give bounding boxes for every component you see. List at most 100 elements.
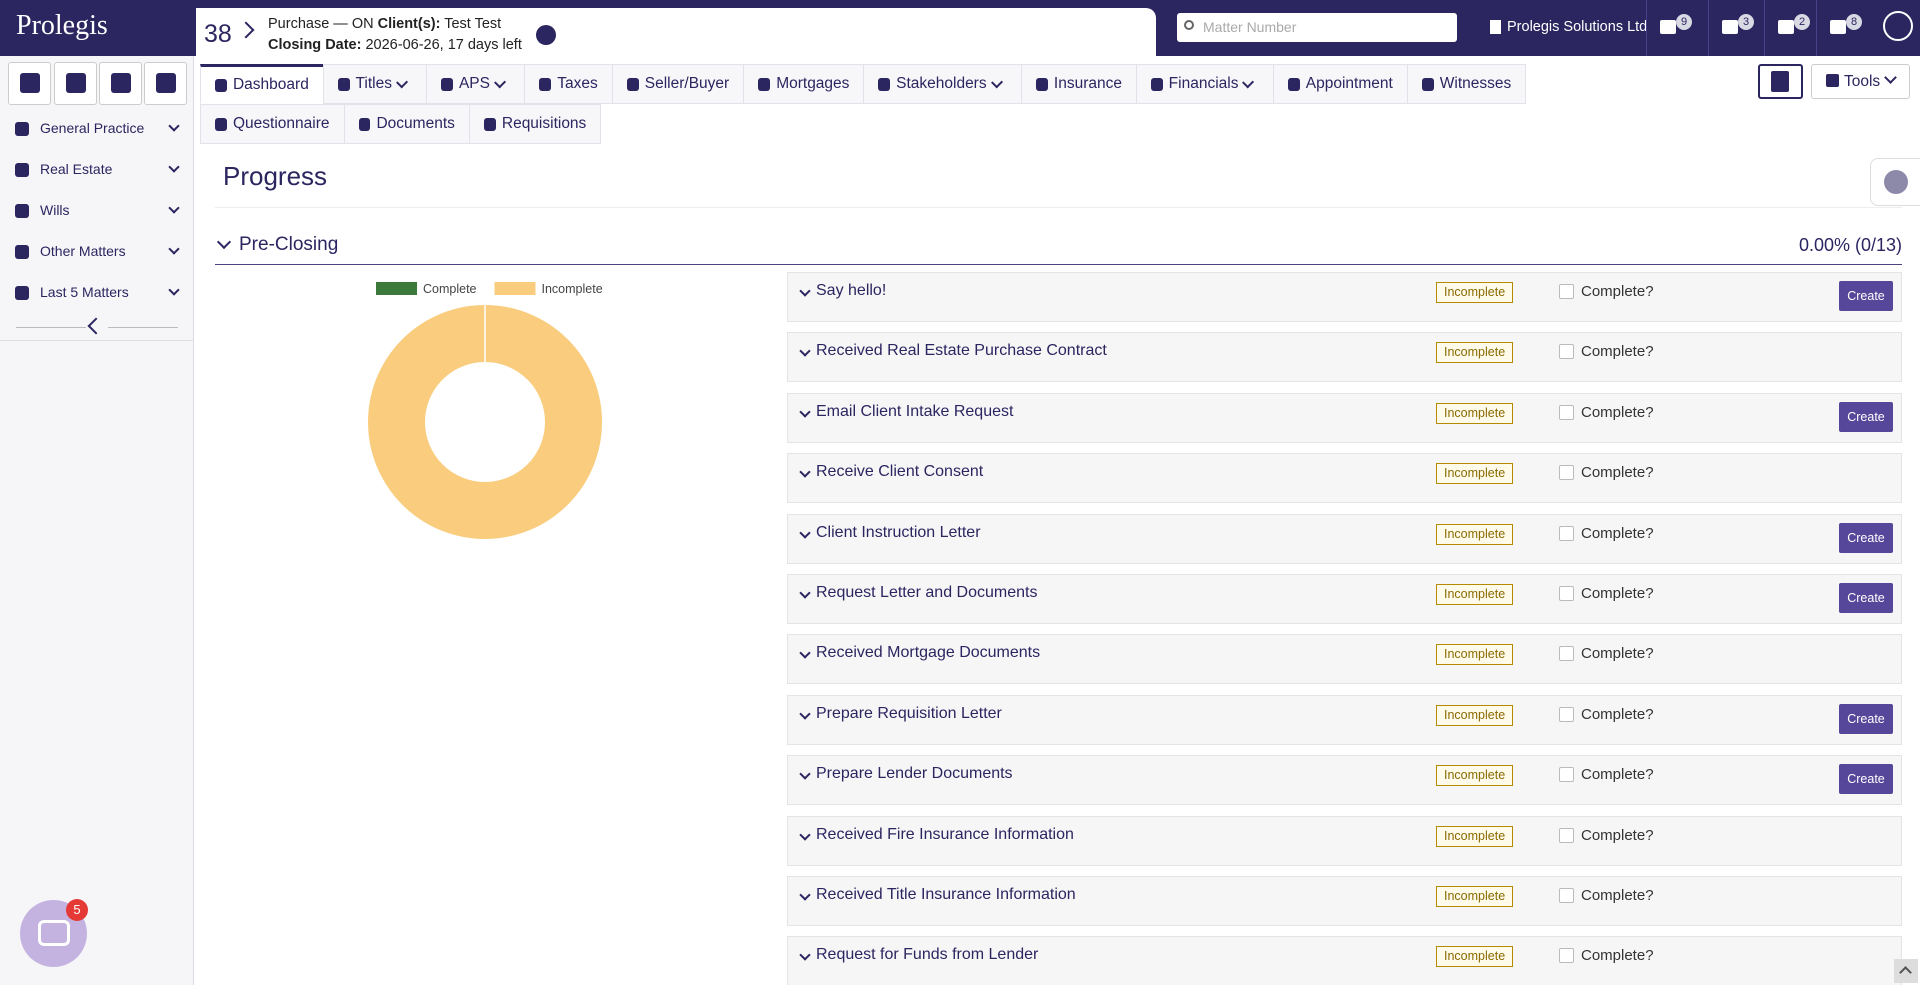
task-title[interactable]: Request for Funds from Lender: [816, 946, 1039, 964]
task-title[interactable]: Prepare Requisition Letter: [816, 704, 1002, 722]
tab[interactable]: Appointment: [1272, 64, 1408, 104]
tab[interactable]: Stakeholders: [863, 64, 1022, 104]
task-row: Prepare Requisition Letter Incomplete Comp…: [787, 694, 1902, 745]
sidebar-item[interactable]: General Practice: [40, 120, 145, 136]
task-checkbox[interactable]: [1559, 706, 1574, 722]
task-caret[interactable]: [799, 949, 811, 962]
task-title[interactable]: Client Instruction Letter: [816, 523, 981, 541]
task-caret[interactable]: [799, 285, 811, 297]
task-status: Incomplete: [1436, 644, 1514, 666]
task-check-label: Complete?: [1581, 403, 1654, 421]
tab[interactable]: Witnesses: [1406, 64, 1527, 104]
matter-type: Purchase — ON: [268, 16, 374, 32]
task-title[interactable]: Received Real Estate Purchase Contract: [816, 342, 1107, 360]
tab-label: Requisitions: [501, 115, 587, 132]
header-badge: 8: [1846, 14, 1862, 30]
quick-action[interactable]: [8, 62, 51, 105]
tab[interactable]: Taxes: [524, 64, 613, 104]
doc-button[interactable]: [1758, 64, 1803, 99]
tab[interactable]: Requisitions: [468, 104, 602, 144]
task-title[interactable]: Receive Client Consent: [816, 463, 984, 481]
task-caret[interactable]: [799, 587, 811, 599]
task-caret[interactable]: [799, 708, 811, 720]
tab-icon: [1150, 77, 1163, 91]
task-caret[interactable]: [799, 526, 811, 539]
task-checkbox[interactable]: [1559, 465, 1574, 481]
tab[interactable]: Financials: [1135, 64, 1274, 104]
task-title[interactable]: Say hello!: [816, 282, 887, 299]
sidebar-rule: [0, 340, 194, 341]
scroll-top[interactable]: [1894, 959, 1918, 983]
create-button[interactable]: Create: [1839, 703, 1893, 734]
section-progress: 0.00% (0/13): [1798, 235, 1902, 255]
task-caret[interactable]: [799, 889, 811, 901]
task-status: Incomplete: [1436, 282, 1514, 303]
section-caret[interactable]: [216, 234, 232, 250]
task-checkbox[interactable]: [1559, 767, 1574, 783]
task-title[interactable]: Email Client Intake Request: [816, 402, 1014, 420]
sidebar-item[interactable]: Other Matters: [40, 243, 126, 259]
task-checkbox[interactable]: [1559, 948, 1574, 964]
create-button[interactable]: Create: [1839, 583, 1893, 613]
header-icon[interactable]: [1778, 20, 1794, 34]
task-checkbox[interactable]: [1559, 646, 1574, 662]
task-row: Received Title Insurance Information Inco…: [787, 876, 1902, 926]
task-checkbox[interactable]: [1559, 827, 1574, 843]
tools-button[interactable]: Tools: [1811, 64, 1910, 99]
task-caret[interactable]: [799, 345, 811, 358]
matter-line: Purchase — ON Client(s): Test Test: [268, 16, 501, 32]
task-check-label: Complete?: [1581, 705, 1654, 723]
doc-button-icon: [1771, 71, 1789, 92]
quick-action-icon: [66, 73, 86, 93]
matter-card: [196, 8, 1156, 58]
tab[interactable]: Documents: [343, 104, 470, 144]
header-icon[interactable]: [1830, 20, 1846, 34]
task-checkbox[interactable]: [1559, 586, 1574, 601]
chat-icon: [38, 920, 70, 946]
task-checkbox[interactable]: [1559, 404, 1574, 420]
create-button[interactable]: Create: [1839, 522, 1893, 553]
tab-caret: [494, 75, 507, 89]
task-caret[interactable]: [799, 406, 811, 418]
task-title[interactable]: Received Title Insurance Information: [816, 886, 1076, 903]
tab-caret: [1242, 75, 1255, 89]
task-title[interactable]: Prepare Lender Documents: [816, 765, 1013, 783]
info-icon[interactable]: [536, 25, 556, 45]
task-title[interactable]: Received Mortgage Documents: [816, 644, 1041, 662]
sidebar-item[interactable]: Last 5 Matters: [40, 284, 129, 300]
create-button[interactable]: Create: [1839, 401, 1893, 432]
tab[interactable]: Dashboard: [200, 64, 324, 104]
avatar[interactable]: [1883, 11, 1913, 41]
header-icon[interactable]: [1660, 20, 1676, 34]
tab[interactable]: Mortgages: [743, 64, 865, 104]
task-caret[interactable]: [799, 768, 811, 780]
tab[interactable]: APS: [426, 64, 526, 104]
header-divider: [1764, 0, 1765, 56]
task-checkbox[interactable]: [1559, 284, 1574, 299]
task-title[interactable]: Received Fire Insurance Information: [816, 825, 1074, 843]
tab[interactable]: Questionnaire: [200, 104, 345, 144]
task-checkbox[interactable]: [1559, 525, 1574, 541]
section-title: Pre-Closing: [239, 234, 339, 255]
task-caret[interactable]: [799, 828, 811, 841]
quick-action-icon: [111, 73, 131, 93]
sidebar-item[interactable]: Real Estate: [40, 161, 113, 177]
search-box[interactable]: Matter Number: [1177, 13, 1457, 42]
chat-badge: 5: [66, 899, 88, 921]
create-button[interactable]: Create: [1839, 764, 1893, 795]
tab[interactable]: Titles: [322, 64, 428, 104]
task-caret[interactable]: [799, 647, 811, 660]
tab[interactable]: Insurance: [1020, 64, 1137, 104]
tab-icon: [1035, 77, 1048, 91]
task-checkbox[interactable]: [1559, 888, 1574, 903]
header-icon[interactable]: [1722, 20, 1738, 34]
task-row: Request Letter and Documents Incomplete Co…: [787, 574, 1902, 624]
create-button[interactable]: Create: [1839, 281, 1893, 311]
sidebar-item[interactable]: Wills: [40, 202, 70, 218]
tab[interactable]: Seller/Buyer: [611, 64, 745, 104]
task-status: Incomplete: [1436, 402, 1514, 424]
task-checkbox[interactable]: [1559, 344, 1574, 360]
task-caret[interactable]: [799, 466, 811, 478]
task-title[interactable]: Request Letter and Documents: [816, 584, 1038, 601]
